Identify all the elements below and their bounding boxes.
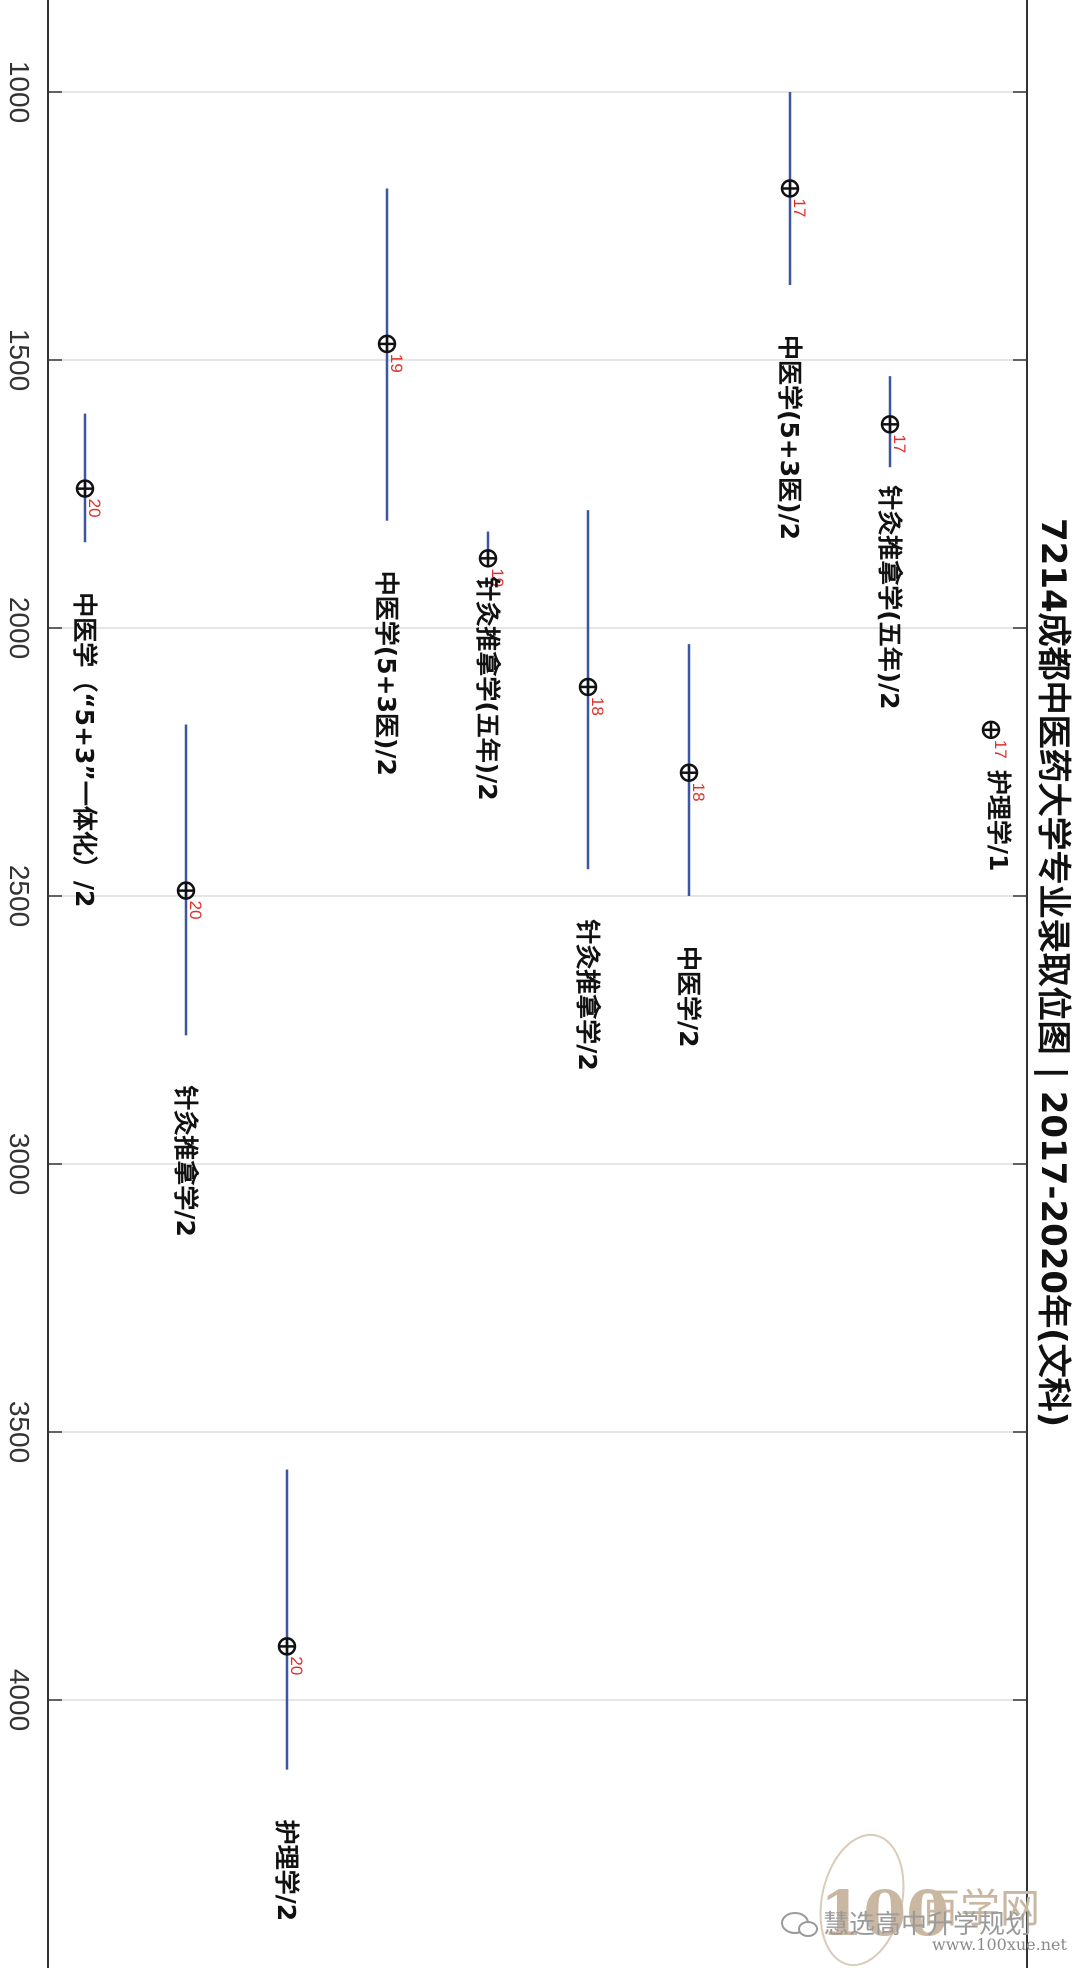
category-labels: 中医学（“5+3”一体化）/2 针灸推拿学/2 护理学/2 中医学(5+3医)/2 针灸… [70, 335, 1013, 1921]
category-label: 中医学/2 [674, 946, 703, 1048]
year-label: 17 [790, 198, 809, 217]
gridlines [48, 91, 1027, 1701]
year-label: 17 [991, 740, 1010, 759]
y-tick-label: 3500 [4, 1401, 35, 1463]
watermark-url: www.100xue.net [932, 1935, 1067, 1954]
year-label: 17 [890, 434, 909, 453]
year-label: 20 [287, 1656, 306, 1675]
center-marker [478, 549, 498, 568]
category-label: 针灸推拿学(五年)/2 [875, 485, 904, 709]
center-marker [780, 179, 800, 198]
center-marker [578, 677, 598, 697]
year-label: 18 [689, 783, 708, 802]
chart-title: 7214成都中医药大学专业录取位图 | 2017-2020年(文科) [1033, 518, 1073, 1427]
category-label: 中医学（“5+3”一体化）/2 [70, 592, 99, 907]
y-axis-ticks: 1000 1500 2000 2500 3000 3500 4000 [4, 61, 1027, 1731]
center-marker [981, 720, 1001, 740]
y-tick-label: 3000 [4, 1133, 35, 1195]
center-marker [679, 763, 699, 782]
watermark-wechat-text: 慧选高中升学规划 [823, 1910, 1031, 1940]
year-label: 20 [186, 901, 205, 920]
category-label: 护理学/1 [984, 770, 1013, 872]
center-marker [75, 479, 95, 498]
category-label: 针灸推拿学/2 [573, 919, 602, 1071]
center-marker [176, 881, 196, 900]
watermark: 100 百学网 www.100xue.net 慧选高中升学规划 [781, 1833, 1067, 1967]
year-label: 19 [387, 354, 406, 373]
data-series: 20 20 20 19 19 18 18 17 17 17 [75, 92, 1010, 1770]
category-label: 中医学(5+3医)/2 [775, 335, 804, 540]
center-marker [377, 334, 397, 354]
y-tick-label: 1000 [4, 61, 35, 123]
wechat-icon [781, 1912, 818, 1937]
year-label: 18 [588, 697, 607, 716]
watermark-logo-number: 100 [820, 1877, 949, 1950]
year-label: 19 [488, 568, 507, 587]
y-tick-label: 4000 [4, 1669, 35, 1731]
y-tick-label: 2000 [4, 597, 35, 659]
category-label: 护理学/2 [272, 1820, 301, 1922]
category-label: 中医学(5+3医)/2 [372, 571, 401, 776]
year-label: 20 [85, 499, 104, 518]
y-tick-label: 1500 [4, 329, 35, 391]
center-marker [277, 1637, 297, 1656]
category-label: 针灸推拿学(五年)/2 [473, 576, 502, 800]
watermark-logo-text: 百学网 [920, 1886, 1040, 1932]
category-label: 针灸推拿学/2 [171, 1085, 200, 1237]
y-tick-label: 2500 [4, 865, 35, 927]
center-marker [880, 415, 900, 434]
